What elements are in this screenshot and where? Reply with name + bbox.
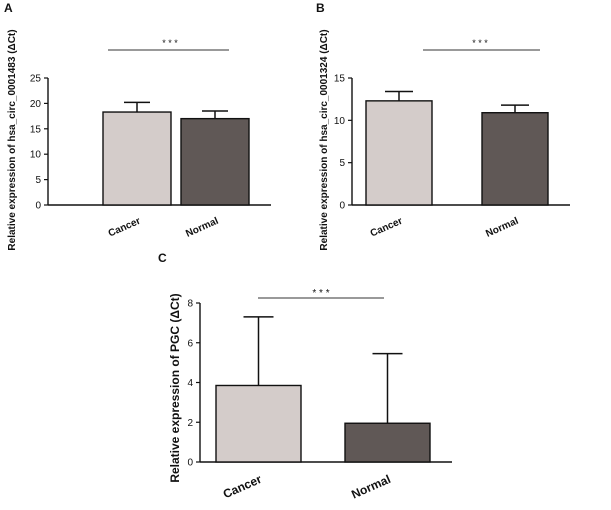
- y-axis-label: Relative expression of hsa_circ_0001324 …: [319, 29, 330, 250]
- bar-cancer: [215, 384, 302, 463]
- y-tick-label: 20: [30, 99, 42, 110]
- y-tick-label: 5: [339, 158, 345, 169]
- panel-b: B Relative expression of hsa_circ_000132…: [316, 1, 570, 251]
- significance-label: * * *: [472, 38, 488, 48]
- bar-cancer: [365, 100, 433, 206]
- y-tick-label: 15: [30, 124, 42, 135]
- panel-letter: C: [158, 251, 167, 265]
- y-tick-label: 0: [187, 458, 193, 469]
- bar-normal: [344, 422, 431, 463]
- y-tick-label: 6: [187, 338, 193, 349]
- x-tick-label: Cancer: [221, 472, 264, 501]
- x-tick-label: Normal: [184, 216, 220, 240]
- panel-letter: A: [4, 1, 13, 15]
- y-tick-label: 10: [30, 150, 42, 161]
- significance-label: * * *: [312, 288, 329, 299]
- y-axis-label: Relative expression of hsa_circ_0001483 …: [7, 29, 18, 250]
- x-tick-label: Cancer: [369, 216, 405, 240]
- y-tick-label: 10: [334, 116, 346, 127]
- y-tick-label: 5: [35, 175, 41, 186]
- y-tick-label: 0: [339, 201, 345, 212]
- y-tick-label: 8: [187, 299, 193, 310]
- panel-a: A Relative expression of hsa_circ_000148…: [4, 1, 271, 251]
- bar-normal: [481, 112, 549, 206]
- x-tick-label: Cancer: [107, 216, 143, 240]
- x-tick-label: Normal: [349, 472, 392, 502]
- bar-normal: [180, 117, 250, 206]
- panel-c: C Relative expression of PGC (ΔCt) * * *…: [158, 251, 452, 502]
- y-tick-label: 25: [30, 74, 42, 85]
- y-axis-label: Relative expression of PGC (ΔCt): [168, 293, 182, 482]
- panel-letter: B: [316, 1, 325, 15]
- y-tick-label: 4: [187, 378, 193, 389]
- bar-cancer: [102, 111, 172, 206]
- y-tick-label: 2: [187, 418, 193, 429]
- significance-label: * * *: [162, 38, 178, 48]
- y-tick-label: 0: [35, 201, 41, 212]
- y-tick-label: 15: [334, 74, 346, 85]
- x-tick-label: Normal: [484, 216, 520, 240]
